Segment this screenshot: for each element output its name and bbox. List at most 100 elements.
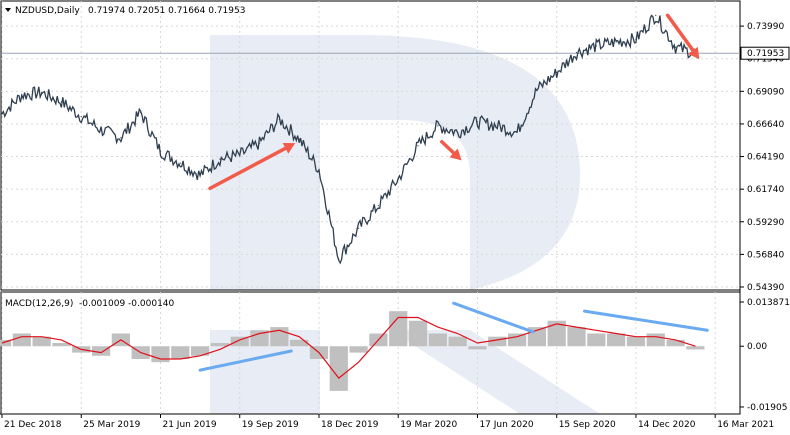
time-tick-label: 19 Mar 2020 bbox=[400, 420, 457, 430]
price-point bbox=[60, 101, 63, 103]
macd-values: -0.001009 -0.000140 bbox=[79, 299, 175, 309]
macd-bar bbox=[12, 333, 31, 347]
divergence-line bbox=[582, 309, 709, 332]
price-point bbox=[635, 38, 637, 40]
macd-bar bbox=[468, 346, 487, 350]
macd-bar bbox=[567, 327, 586, 347]
macd-histogram bbox=[0, 311, 705, 391]
macd-signal bbox=[1, 316, 696, 379]
macd-bar bbox=[626, 336, 646, 347]
price-tick-label: 0.61740 bbox=[747, 185, 784, 195]
price-point bbox=[278, 118, 280, 120]
price-point bbox=[258, 142, 261, 144]
trend-arrow-head bbox=[688, 46, 700, 60]
time-tick-label: 14 Dec 2020 bbox=[638, 420, 696, 430]
divergence-line bbox=[198, 349, 293, 372]
current-price-label: 0.71953 bbox=[747, 49, 784, 59]
price-point bbox=[338, 258, 340, 260]
time-tick-label: 25 Mar 2019 bbox=[83, 420, 140, 430]
trend-arrow bbox=[208, 142, 296, 191]
price-axis-labels: 0.739900.715400.690900.666400.641900.617… bbox=[740, 22, 790, 293]
price-point bbox=[615, 41, 617, 43]
time-tick-label: 18 Dec 2019 bbox=[321, 420, 379, 430]
macd-tick-label: -0.01905 bbox=[747, 403, 787, 413]
trend-arrow-shaft bbox=[208, 146, 288, 191]
price-point bbox=[140, 111, 142, 114]
macd-pane-border bbox=[0, 291, 741, 415]
price-point bbox=[536, 89, 538, 91]
price-point bbox=[397, 178, 399, 180]
time-tick-label: 21 Jun 2019 bbox=[162, 420, 216, 430]
price-grid bbox=[1, 1, 740, 290]
price-point bbox=[417, 145, 419, 147]
price-point bbox=[476, 121, 479, 123]
price-point bbox=[377, 205, 380, 207]
price-tick-label: 0.54390 bbox=[747, 283, 784, 293]
time-tick-label: 17 Jun 2020 bbox=[479, 420, 533, 430]
macd-bar bbox=[329, 346, 348, 391]
time-tick-label: 15 Sep 2020 bbox=[559, 420, 616, 430]
macd-grid bbox=[1, 292, 716, 414]
price-point bbox=[298, 138, 300, 140]
macd-bar bbox=[32, 336, 51, 347]
macd-bar bbox=[290, 339, 309, 347]
macd-tick-label: 0.00 bbox=[747, 342, 767, 352]
macd-bar bbox=[448, 336, 467, 347]
time-tick-label: 19 Sep 2019 bbox=[242, 420, 299, 430]
trend-arrow-head bbox=[449, 148, 462, 161]
divergence-line bbox=[452, 301, 535, 334]
symbol-label: NZDUSD,Daily bbox=[15, 6, 80, 16]
price-point bbox=[556, 71, 558, 74]
price-line bbox=[1, 14, 697, 265]
price-point bbox=[21, 94, 23, 96]
price-point bbox=[41, 91, 43, 94]
macd-bar bbox=[646, 333, 665, 347]
macd-annotations bbox=[198, 301, 709, 372]
trend-arrow-shaft bbox=[440, 140, 456, 155]
macd-bar bbox=[686, 346, 705, 350]
price-tick-label: 0.69090 bbox=[747, 87, 784, 97]
macd-bar bbox=[389, 311, 408, 347]
price-tick-label: 0.64190 bbox=[747, 153, 784, 163]
current-price-box bbox=[740, 46, 790, 60]
price-point bbox=[457, 131, 459, 134]
price-tick-label: 0.73990 bbox=[747, 22, 784, 32]
trend-arrow bbox=[665, 13, 700, 60]
price-point bbox=[318, 169, 320, 171]
macd-bar bbox=[547, 320, 566, 347]
macd-bar bbox=[171, 346, 190, 359]
price-point bbox=[120, 137, 122, 139]
price-point bbox=[179, 162, 181, 164]
price-point bbox=[437, 125, 439, 127]
macd-tick-label: 0.013871 bbox=[747, 298, 790, 308]
price-annotations bbox=[208, 13, 700, 191]
price-point bbox=[100, 129, 102, 131]
macd-bar bbox=[349, 346, 368, 353]
macd-bar bbox=[607, 333, 626, 347]
price-point bbox=[199, 174, 201, 176]
price-point bbox=[575, 51, 578, 54]
macd-bar bbox=[151, 346, 170, 363]
price-point bbox=[239, 154, 241, 156]
price-point bbox=[80, 115, 82, 118]
price-point bbox=[496, 125, 498, 127]
macd-bar bbox=[587, 333, 606, 347]
chart-menu-triangle-icon[interactable] bbox=[5, 8, 11, 12]
macd-axis-labels: 0.013871 0.00 -0.01905 bbox=[740, 298, 790, 413]
macd-bar bbox=[0, 339, 12, 347]
price-point bbox=[674, 46, 677, 48]
macd-bar bbox=[428, 333, 447, 347]
macd-bar bbox=[210, 343, 230, 347]
ohlc-values: 0.71974 0.72051 0.71664 0.71953 bbox=[88, 6, 245, 16]
macd-bar bbox=[488, 336, 507, 347]
price-series bbox=[1, 14, 697, 265]
macd-signal-line bbox=[1, 316, 696, 379]
price-point bbox=[1, 113, 3, 115]
price-point bbox=[655, 14, 657, 16]
macd-bar bbox=[250, 330, 269, 347]
macd-bar bbox=[52, 343, 71, 347]
price-tick-label: 0.56840 bbox=[747, 250, 784, 260]
macd-bar bbox=[91, 346, 111, 356]
